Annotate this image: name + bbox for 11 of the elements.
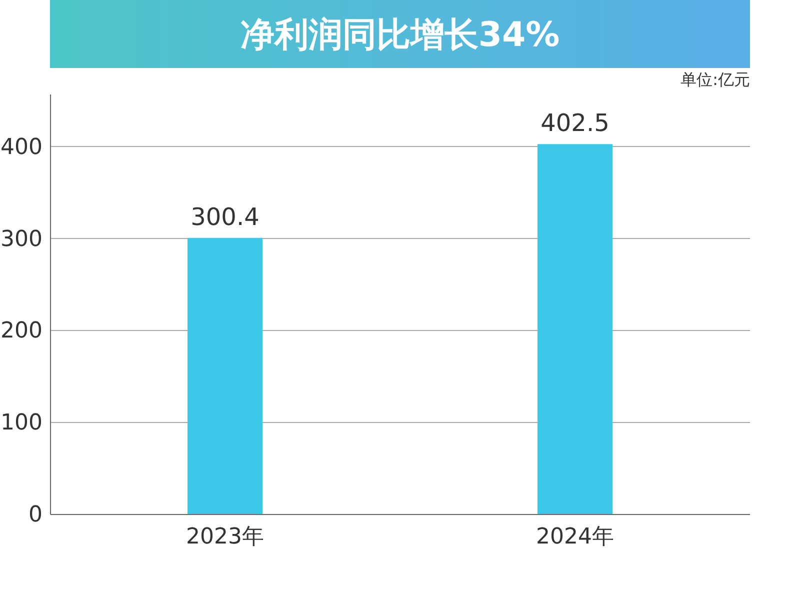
y-tick-label: 100 bbox=[0, 410, 42, 436]
data-label: 300.4 bbox=[190, 202, 260, 231]
text: 单位:亿元 bbox=[680, 70, 750, 89]
chart-title: 净利润同比增长34% bbox=[240, 15, 560, 55]
x-tick-label: 2024年 bbox=[536, 524, 614, 550]
data-label: 402.5 bbox=[540, 109, 610, 138]
y-tick-label: 0 bbox=[28, 502, 42, 528]
y-tick-label: 300 bbox=[0, 226, 42, 252]
x-tick-label: 2023年 bbox=[186, 524, 264, 550]
y-tick-label: 200 bbox=[0, 318, 42, 344]
y-tick-label: 400 bbox=[0, 134, 42, 160]
